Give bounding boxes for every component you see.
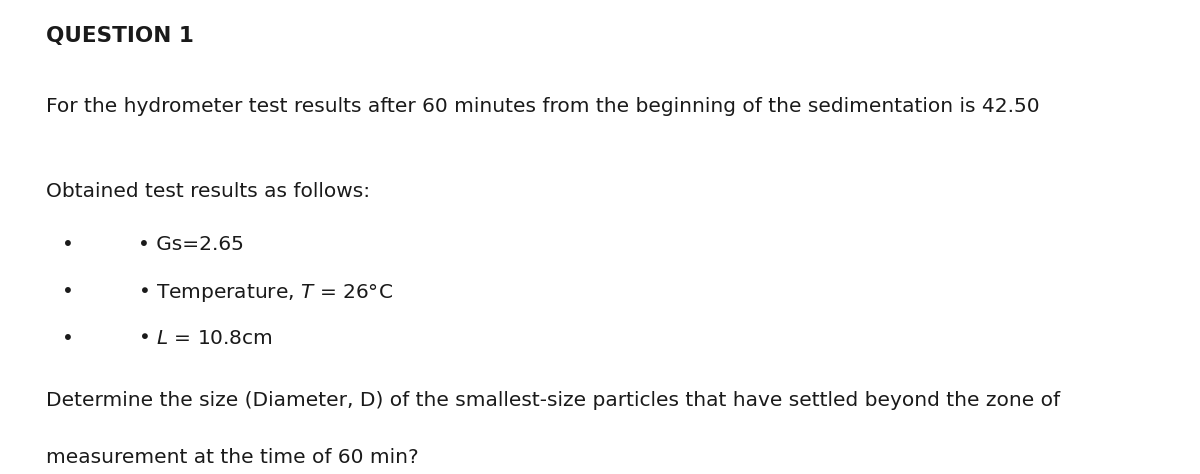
Text: Determine the size (Diameter, D) of the smallest-size particles that have settle: Determine the size (Diameter, D) of the … (46, 391, 1060, 410)
Text: Obtained test results as follows:: Obtained test results as follows: (46, 182, 370, 201)
Text: • Gs=2.65: • Gs=2.65 (138, 235, 244, 254)
Text: QUESTION 1: QUESTION 1 (46, 26, 193, 46)
Text: •: • (62, 329, 74, 348)
Text: • Temperature, $T$ = 26°C: • Temperature, $T$ = 26°C (138, 282, 392, 304)
Text: • $L$ = 10.8cm: • $L$ = 10.8cm (138, 329, 272, 348)
Text: measurement at the time of 60 min?: measurement at the time of 60 min? (46, 448, 419, 467)
Text: •: • (62, 235, 74, 254)
Text: For the hydrometer test results after 60 minutes from the beginning of the sedim: For the hydrometer test results after 60… (46, 97, 1039, 116)
Text: •: • (62, 282, 74, 301)
